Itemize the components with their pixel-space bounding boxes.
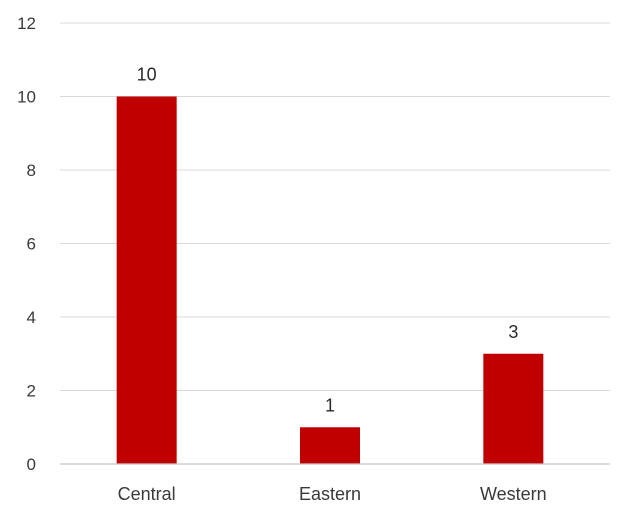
data-label: 1 [325, 395, 335, 415]
y-tick-label: 0 [27, 455, 36, 474]
category-label: Central [118, 484, 176, 504]
category-labels: Central Eastern Western [118, 484, 547, 504]
y-tick-label: 12 [17, 14, 36, 33]
y-tick-label: 4 [27, 308, 36, 327]
bar-central [116, 96, 177, 464]
y-axis-ticks: 0 2 4 6 8 10 12 [17, 14, 36, 474]
data-labels: 10 1 3 [137, 65, 519, 416]
y-tick-label: 10 [17, 88, 36, 107]
bars [116, 96, 544, 464]
data-label: 10 [137, 65, 157, 85]
data-label: 3 [508, 322, 518, 342]
bar-eastern [300, 427, 360, 464]
y-tick-label: 8 [27, 161, 36, 180]
category-label: Western [480, 484, 547, 504]
y-tick-label: 6 [27, 235, 36, 254]
bar-western [483, 353, 544, 464]
y-tick-label: 2 [27, 382, 36, 401]
category-label: Eastern [299, 484, 361, 504]
